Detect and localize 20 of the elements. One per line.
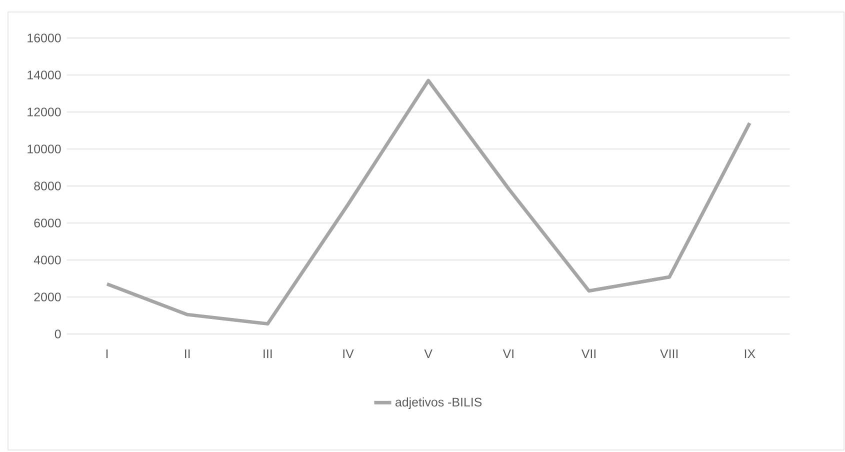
y-tick-label: 2000: [34, 292, 61, 302]
y-tick-label: 4000: [34, 256, 61, 264]
y-tick-label: 6000: [34, 218, 61, 228]
x-tick-label: V: [424, 349, 432, 358]
x-tick-label: I: [106, 349, 108, 358]
x-tick-label: VIII: [660, 349, 678, 358]
y-tick-label: 12000: [28, 108, 61, 116]
y-tick-label: 10000: [28, 144, 61, 154]
x-tick-label: IX: [744, 349, 756, 358]
y-tick-label: 14000: [28, 70, 61, 80]
legend-label: adjetivos -BILIS: [396, 397, 482, 409]
y-tick-label: 0: [54, 330, 61, 338]
x-tick-label: IV: [343, 349, 354, 358]
y-tick-label: 16000: [28, 34, 61, 42]
x-tick-label: III: [264, 349, 272, 358]
y-tick-label: 8000: [34, 182, 61, 190]
x-tick-label: VII: [581, 349, 596, 358]
line-series: [105, 78, 752, 326]
x-tick-label: II: [185, 349, 190, 358]
x-tick-label: VI: [502, 349, 514, 358]
